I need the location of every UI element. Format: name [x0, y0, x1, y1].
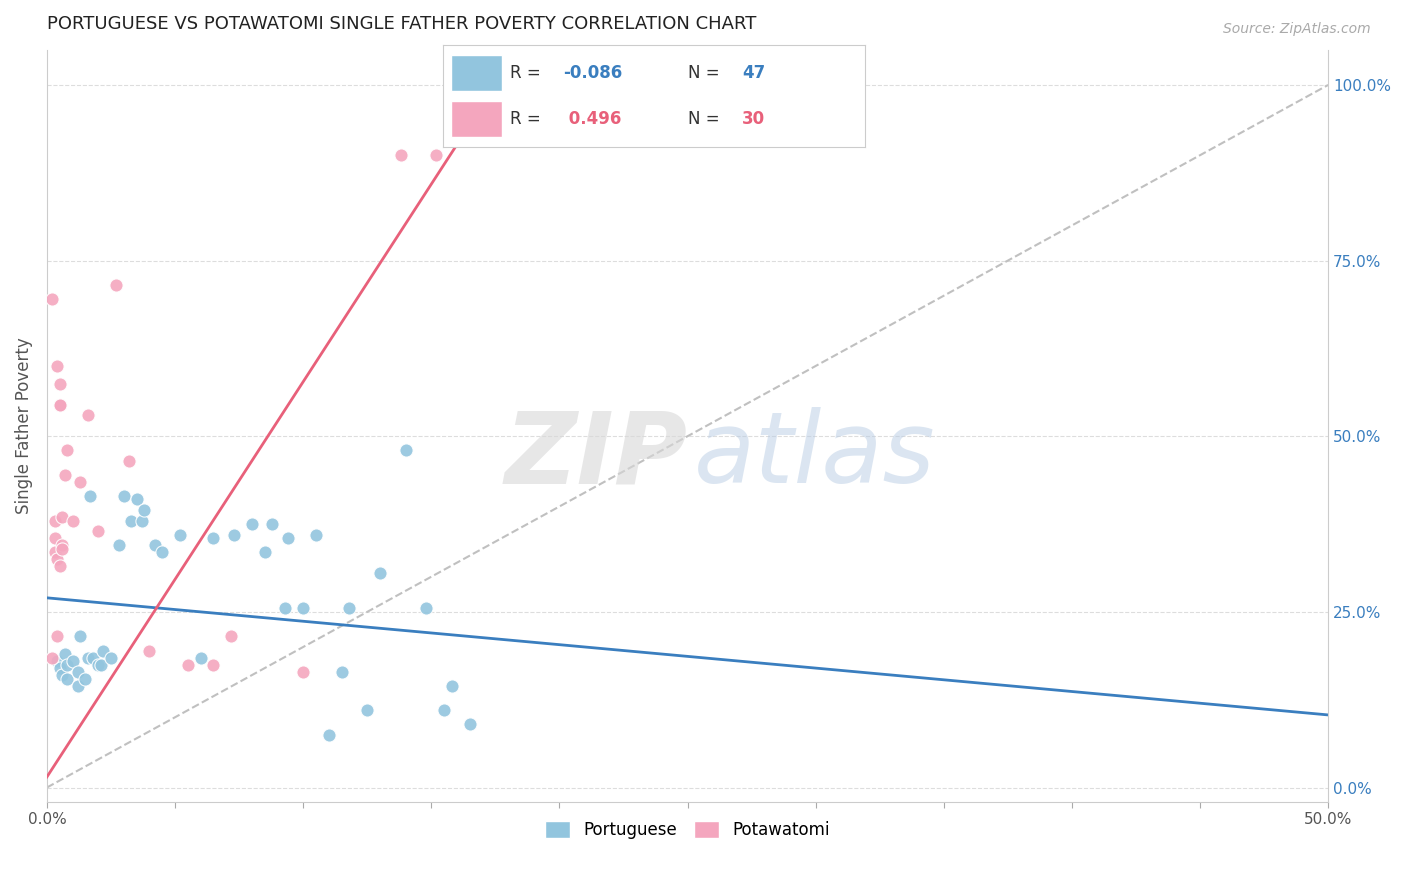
Point: [66, 679, 89, 693]
Point: [118, 454, 141, 468]
Point: [292, 601, 315, 615]
Point: [41, 292, 63, 306]
Point: [440, 679, 463, 693]
Text: -0.086: -0.086: [562, 64, 623, 82]
Point: [62, 654, 84, 668]
Point: [202, 531, 225, 545]
Point: [274, 601, 297, 615]
Text: 0.496: 0.496: [562, 110, 621, 128]
Point: [46, 359, 69, 373]
Point: [105, 278, 128, 293]
Point: [337, 601, 360, 615]
Point: [240, 517, 263, 532]
Point: [51, 510, 73, 524]
Point: [90, 657, 112, 672]
Point: [69, 630, 91, 644]
Point: [425, 148, 447, 162]
Point: [53, 467, 76, 482]
Point: [69, 475, 91, 489]
Point: [44, 545, 66, 559]
FancyBboxPatch shape: [451, 55, 502, 91]
Point: [56, 657, 79, 672]
Point: [48, 376, 70, 391]
Point: [46, 552, 69, 566]
Text: 47: 47: [742, 64, 766, 82]
Text: N =: N =: [688, 64, 724, 82]
Point: [292, 665, 315, 679]
Point: [202, 657, 225, 672]
Point: [62, 514, 84, 528]
Point: [56, 672, 79, 686]
Point: [389, 148, 412, 162]
Point: [169, 527, 191, 541]
Point: [262, 517, 284, 532]
Point: [222, 527, 245, 541]
Point: [277, 531, 299, 545]
Point: [51, 668, 73, 682]
Point: [51, 538, 73, 552]
Point: [79, 489, 101, 503]
Point: [143, 538, 166, 552]
Point: [56, 443, 79, 458]
Point: [66, 665, 89, 679]
Point: [120, 514, 142, 528]
Point: [77, 408, 100, 422]
Point: [87, 657, 110, 672]
Text: ZIP: ZIP: [505, 408, 688, 504]
Text: 30: 30: [742, 110, 765, 128]
Point: [395, 443, 418, 458]
Point: [53, 647, 76, 661]
Point: [48, 559, 70, 574]
Point: [253, 545, 276, 559]
Text: atlas: atlas: [695, 408, 935, 504]
Point: [41, 650, 63, 665]
Point: [100, 650, 122, 665]
Point: [134, 503, 156, 517]
Point: [87, 524, 110, 538]
Point: [46, 630, 69, 644]
Point: [75, 672, 97, 686]
Point: [330, 665, 353, 679]
Text: Source: ZipAtlas.com: Source: ZipAtlas.com: [1223, 22, 1371, 37]
Text: PORTUGUESE VS POTAWATOMI SINGLE FATHER POVERTY CORRELATION CHART: PORTUGUESE VS POTAWATOMI SINGLE FATHER P…: [46, 15, 756, 33]
Point: [107, 538, 129, 552]
Point: [51, 541, 73, 556]
Point: [91, 643, 114, 657]
Point: [112, 489, 135, 503]
Text: N =: N =: [688, 110, 724, 128]
Text: R =: R =: [510, 110, 547, 128]
FancyBboxPatch shape: [451, 101, 502, 137]
Point: [125, 492, 148, 507]
Point: [131, 514, 153, 528]
Point: [356, 703, 378, 717]
Point: [221, 630, 243, 644]
Point: [433, 703, 456, 717]
Point: [190, 650, 212, 665]
Y-axis label: Single Father Poverty: Single Father Poverty: [15, 337, 32, 514]
Point: [138, 643, 160, 657]
Point: [48, 661, 70, 675]
Point: [44, 531, 66, 545]
Point: [305, 527, 328, 541]
Point: [415, 601, 437, 615]
Point: [318, 728, 340, 742]
Point: [177, 657, 200, 672]
Point: [46, 654, 69, 668]
Point: [48, 398, 70, 412]
Point: [82, 650, 104, 665]
Point: [44, 514, 66, 528]
Point: [368, 566, 391, 581]
Point: [77, 650, 100, 665]
Point: [48, 398, 70, 412]
Point: [150, 545, 173, 559]
Legend: Portuguese, Potawatomi: Portuguese, Potawatomi: [538, 814, 837, 846]
Point: [458, 717, 481, 731]
Text: R =: R =: [510, 64, 547, 82]
